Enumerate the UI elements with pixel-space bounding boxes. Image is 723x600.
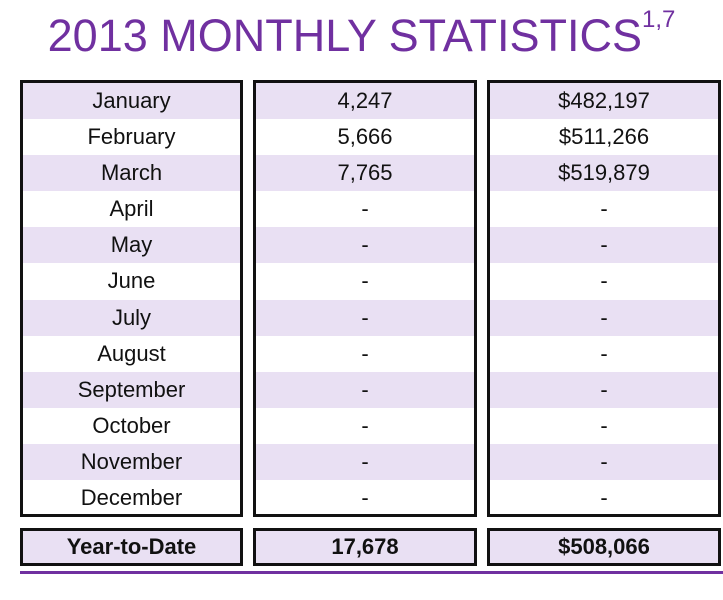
count-cell: - <box>256 443 474 481</box>
amount-cell: $511,266 <box>558 124 650 150</box>
amount-cell: - <box>600 485 608 511</box>
month-cell: May <box>23 227 240 264</box>
month-cell: June <box>107 268 156 294</box>
ytd-amount: $508,066 <box>487 528 721 566</box>
month-cell: January <box>23 83 240 120</box>
months-column: January February March April May June July Augu… <box>20 80 243 517</box>
count-cell: 4,247 <box>256 83 474 120</box>
count-cell: - <box>256 371 474 408</box>
amount-cell: $519,879 <box>490 155 718 192</box>
count-cell: - <box>256 299 474 336</box>
month-cell: August <box>97 340 166 366</box>
bottom-divider <box>20 571 723 574</box>
amount-cell: - <box>490 299 718 336</box>
amount-cell: - <box>600 196 608 222</box>
month-cell: July <box>23 299 240 336</box>
count-cell: - <box>361 340 369 366</box>
amounts-column: $482,197 $511,266 $519,879 - - - - - - - - - <box>487 80 721 517</box>
title-footnote: 1,7 <box>641 6 676 33</box>
count-cell: 7,765 <box>256 155 474 192</box>
count-cell: - <box>361 412 369 438</box>
amount-cell: - <box>600 340 608 366</box>
count-cell: - <box>256 227 474 264</box>
amount-cell: - <box>600 412 608 438</box>
count-cell: - <box>361 196 369 222</box>
amount-cell: $482,197 <box>490 83 718 120</box>
counts-column: 4,247 5,666 7,765 - - - - - - - - - <box>253 80 477 517</box>
month-cell: February <box>87 124 176 150</box>
count-cell: 5,666 <box>337 124 393 150</box>
month-cell: March <box>23 155 240 192</box>
ytd-label: Year-to-Date <box>20 528 243 566</box>
count-cell: - <box>361 485 369 511</box>
month-cell: October <box>92 412 171 438</box>
amount-cell: - <box>490 227 718 264</box>
month-cell: November <box>23 443 240 481</box>
amount-cell: - <box>600 268 608 294</box>
month-cell: September <box>23 371 240 408</box>
month-cell: April <box>109 196 154 222</box>
page-title: 2013 MONTHLY STATISTICS1,7 <box>0 6 723 62</box>
ytd-count: 17,678 <box>253 528 477 566</box>
amount-cell: - <box>490 443 718 481</box>
count-cell: - <box>361 268 369 294</box>
title-text: 2013 MONTHLY STATISTICS <box>47 10 642 61</box>
amount-cell: - <box>490 371 718 408</box>
month-cell: December <box>80 485 183 511</box>
